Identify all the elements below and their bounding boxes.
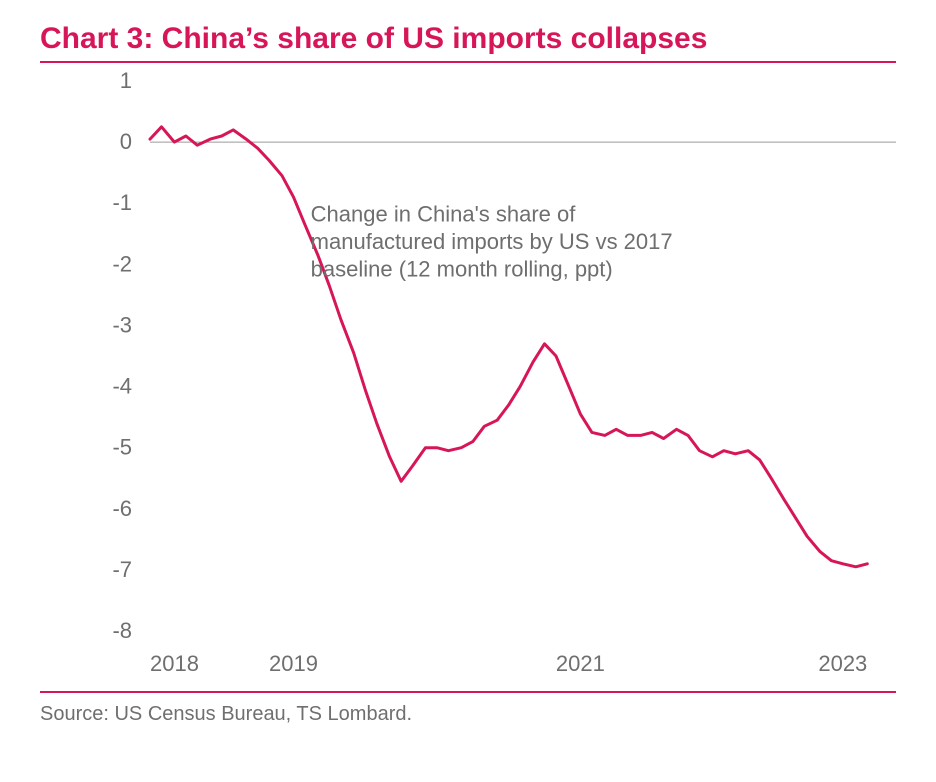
x-tick-label: 2023 [818,651,867,676]
y-tick-label: -5 [112,434,132,459]
y-tick-label: -2 [112,251,132,276]
y-tick-label: -3 [112,312,132,337]
y-tick-label: 1 [120,71,132,93]
x-tick-label: 2019 [269,651,318,676]
title-rule-area: Chart 3: China’s share of US imports col… [40,22,896,63]
y-tick-label: -7 [112,556,132,581]
source-line: Source: US Census Bureau, TS Lombard. [40,703,896,726]
y-tick-label: -8 [112,618,132,643]
x-tick-label: 2018 [150,651,199,676]
plot-area: 1 0 -1 -2 -3 -4 -5 -6 -7 -8 2018 2019 2021 2023 Change… [40,71,896,693]
y-tick-label: -6 [112,495,132,520]
y-tick-label: -4 [112,373,132,398]
x-tick-label: 2021 [556,651,605,676]
chart-title: Chart 3: China’s share of US imports col… [40,22,896,57]
chart-card: Chart 3: China’s share of US imports col… [0,0,936,782]
chart-svg: 1 0 -1 -2 -3 -4 -5 -6 -7 -8 2018 2019 2021 2023 Change… [40,71,896,691]
y-tick-label: -1 [112,190,132,215]
data-line [150,126,867,566]
chart-annotation: Change in China's share ofmanufactured i… [311,201,673,281]
y-tick-label: 0 [120,129,132,154]
